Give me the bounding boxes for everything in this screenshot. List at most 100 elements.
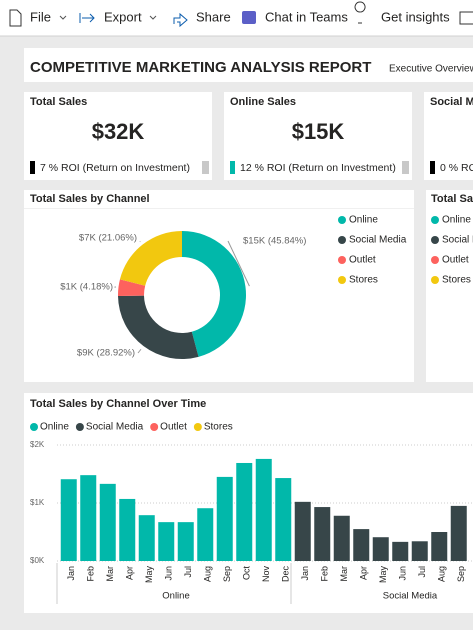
x-tick-label: Jan	[300, 566, 310, 581]
leader-line	[137, 348, 142, 354]
bar	[333, 515, 350, 561]
donut-slice	[118, 279, 146, 296]
data-label: $15K (45.84%)	[243, 236, 306, 247]
card-title: Total Sales	[30, 96, 87, 108]
teams-icon	[242, 11, 256, 24]
roi-text: 0 % ROI (Return on Investment)	[440, 162, 473, 174]
bar	[197, 508, 214, 561]
card-title: Social Media	[430, 96, 473, 108]
legend-marker	[338, 256, 346, 264]
legend-label: Outlet	[349, 255, 376, 266]
x-tick-label: Feb	[86, 566, 96, 582]
bar	[80, 475, 97, 561]
x-tick-label: Jan	[66, 566, 76, 581]
x-tick-label: Jun	[398, 566, 408, 581]
more-icon	[459, 11, 473, 25]
legend-label: Social Media	[442, 235, 473, 246]
legend-marker	[30, 423, 38, 431]
group-label: Online	[162, 591, 189, 602]
bar	[119, 498, 136, 561]
card	[24, 92, 212, 180]
x-tick-label: Mar	[105, 566, 115, 582]
legend-marker	[193, 423, 202, 431]
roi-indicator	[230, 161, 235, 174]
bar	[60, 479, 77, 561]
legend-label: Social Media	[349, 235, 407, 246]
card-value: $15K	[292, 119, 345, 144]
export-icon	[79, 13, 95, 23]
bar	[294, 501, 311, 561]
share-icon	[173, 12, 188, 28]
header-panel	[24, 48, 473, 82]
x-tick-label: Apr	[359, 566, 369, 580]
chart-title: Total Sales by Channel	[431, 193, 473, 205]
x-tick-label: Mar	[339, 566, 349, 582]
roi-indicator	[30, 161, 35, 174]
card-title: Online Sales	[230, 96, 296, 108]
legend-label: Outlet	[442, 255, 469, 266]
x-tick-label: Dec	[281, 566, 291, 583]
x-tick-label: Feb	[320, 566, 330, 582]
bar	[255, 458, 272, 561]
x-tick-label: Jul	[417, 566, 427, 578]
report-subtitle: Executive Overview	[389, 64, 473, 75]
bar	[450, 505, 467, 561]
bar	[138, 515, 155, 561]
chevron	[149, 15, 157, 20]
card	[224, 92, 412, 180]
legend-label: Outlet	[160, 422, 187, 433]
toolbar-item[interactable]: File	[30, 9, 51, 24]
donut-slice	[119, 231, 182, 286]
x-tick-label: Aug	[437, 566, 447, 582]
y-tick-label: $0K	[30, 556, 45, 565]
x-tick-label: Sep	[222, 566, 232, 582]
bar	[216, 476, 233, 561]
bar	[99, 483, 116, 561]
legend-label: Social Media	[86, 422, 144, 433]
data-label: $7K (21.06%)	[79, 233, 137, 244]
x-tick-label: Oct	[242, 566, 252, 581]
leader-line	[227, 240, 250, 287]
toolbar-item[interactable]: Export	[104, 9, 142, 24]
legend-marker	[338, 216, 346, 224]
data-label: $1K (4.18%)	[60, 282, 113, 293]
toolbar-item[interactable]: Get insights	[381, 9, 450, 24]
donut-slice	[182, 231, 246, 357]
insights-icon	[354, 1, 366, 24]
toolbar	[0, 0, 473, 36]
x-tick-label: Sep	[456, 566, 466, 582]
toolbar-item[interactable]: Share	[196, 9, 231, 24]
legend-marker	[338, 236, 346, 244]
card-value: $32K	[92, 119, 145, 144]
x-tick-label: Aug	[203, 566, 213, 582]
data-label: $9K (28.92%)	[77, 348, 135, 359]
roi-track	[402, 161, 409, 174]
bar	[177, 522, 194, 561]
bar	[392, 541, 409, 561]
x-tick-label: May	[144, 566, 154, 584]
legend-marker	[338, 276, 346, 284]
y-tick-label: $1K	[30, 498, 45, 507]
bar	[372, 537, 389, 561]
legend-marker	[75, 423, 84, 431]
x-tick-label: Jun	[164, 566, 174, 581]
chart-title: Total Sales by Channel	[30, 193, 150, 205]
x-tick-label: Apr	[125, 566, 135, 580]
legend-label: Stores	[204, 422, 233, 433]
legend-label: Online	[40, 422, 69, 433]
chevron	[59, 15, 67, 20]
legend-marker	[431, 236, 439, 244]
title-underline	[24, 208, 414, 209]
legend-label: Online	[442, 215, 471, 226]
x-tick-label: Nov	[261, 566, 271, 583]
bar	[158, 522, 175, 561]
roi-track	[202, 161, 209, 174]
bar	[431, 532, 448, 561]
legend-marker	[431, 256, 439, 264]
toolbar-item[interactable]: Chat in Teams	[265, 9, 348, 24]
bar	[236, 462, 253, 561]
legend-marker	[431, 276, 439, 284]
group-label: Social Media	[383, 591, 438, 602]
legend-label: Stores	[442, 275, 471, 286]
